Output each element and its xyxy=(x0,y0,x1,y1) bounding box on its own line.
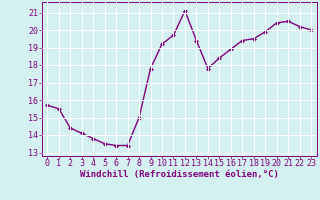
X-axis label: Windchill (Refroidissement éolien,°C): Windchill (Refroidissement éolien,°C) xyxy=(80,170,279,179)
